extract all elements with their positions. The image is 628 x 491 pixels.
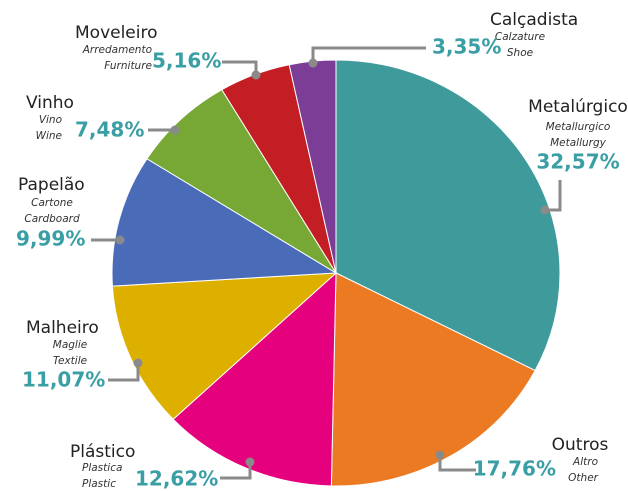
category-subtitle: Other xyxy=(568,472,598,484)
value-label: 32,57% xyxy=(536,150,619,174)
leader-line xyxy=(108,363,140,382)
category-label: Outros xyxy=(552,435,609,455)
leader-line xyxy=(438,455,476,472)
leader-dot xyxy=(540,205,550,215)
pie-slice xyxy=(111,272,338,420)
leader-line xyxy=(220,462,252,480)
category-label: Moveleiro xyxy=(75,23,158,43)
value-label: 17,76% xyxy=(473,457,556,481)
category-subtitle: Arredamento xyxy=(82,44,152,56)
pie-slice xyxy=(172,271,337,487)
category-subtitle: Furniture xyxy=(104,60,152,72)
value-label: 11,07% xyxy=(22,368,105,392)
category-subtitle: Shoe xyxy=(507,47,533,59)
category-subtitle: Plastic xyxy=(82,478,116,490)
value-label: 7,48% xyxy=(75,118,144,142)
category-label: Plástico xyxy=(70,442,135,462)
value-label: 12,62% xyxy=(135,467,218,491)
category-subtitle: Maglie xyxy=(53,339,87,351)
leader-line xyxy=(545,180,562,212)
leader-dot xyxy=(251,70,261,80)
category-subtitle: Textile xyxy=(53,355,87,367)
leader-dot xyxy=(115,235,125,245)
category-label: Vinho xyxy=(26,93,74,113)
leader-dot xyxy=(133,358,143,368)
category-label: Malheiro xyxy=(26,318,99,338)
category-subtitle: Metallurgico xyxy=(546,121,611,133)
category-label: Calçadista xyxy=(490,10,578,30)
value-label: 5,16% xyxy=(152,49,221,73)
category-subtitle: Cartone xyxy=(31,197,73,209)
leader-line xyxy=(222,60,258,75)
category-subtitle: Cardboard xyxy=(24,213,80,225)
pie-slice xyxy=(111,158,338,287)
leader-line xyxy=(311,46,426,63)
category-subtitle: Metallurgy xyxy=(550,137,607,149)
category-subtitle: Plastica xyxy=(82,462,122,474)
leader-dot xyxy=(245,457,255,467)
category-subtitle: Wine xyxy=(36,130,62,142)
pie-slice xyxy=(146,89,337,274)
leader-dot xyxy=(170,125,180,135)
pie-slice xyxy=(330,272,536,487)
category-label: Papelão xyxy=(18,175,85,195)
value-label: 9,99% xyxy=(16,227,85,251)
value-label: 3,35% xyxy=(432,35,501,59)
category-subtitle: Vino xyxy=(39,114,62,126)
category-subtitle: Calzature xyxy=(495,31,545,43)
pie-slice xyxy=(335,59,561,372)
category-subtitle: Altro xyxy=(572,456,598,468)
leader-dot xyxy=(435,450,445,460)
category-label: Metalúrgico xyxy=(528,97,628,117)
leader-dot xyxy=(308,58,318,68)
